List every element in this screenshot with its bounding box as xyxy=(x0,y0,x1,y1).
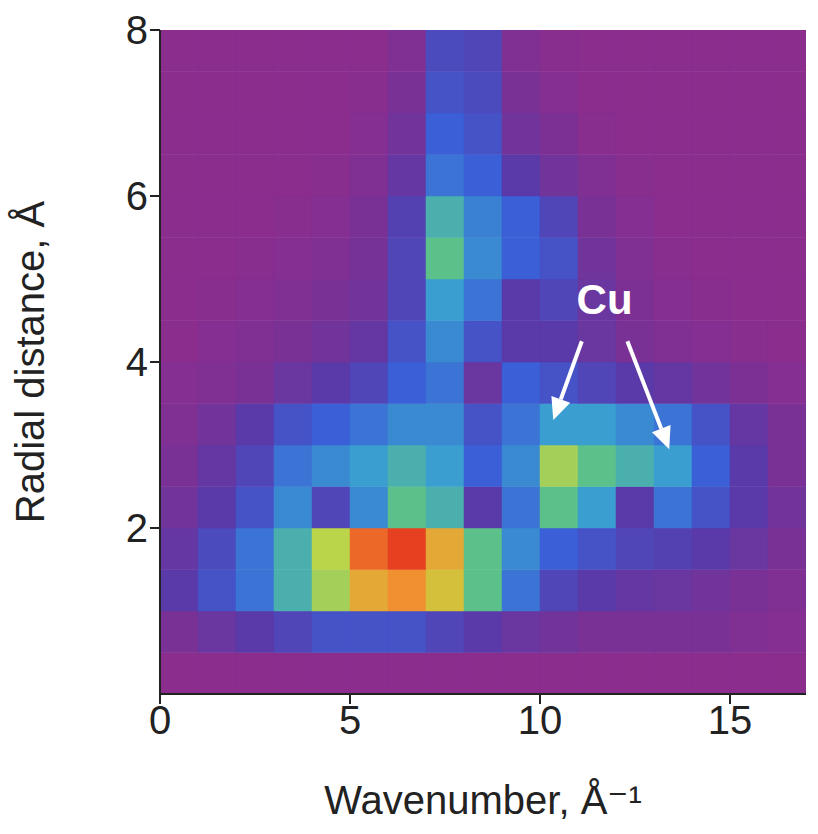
svg-text:10: 10 xyxy=(518,698,563,742)
svg-text:Wavenumber, Å⁻¹: Wavenumber, Å⁻¹ xyxy=(324,778,642,822)
svg-text:8: 8 xyxy=(126,8,148,52)
svg-text:Cu: Cu xyxy=(577,276,633,323)
svg-text:Radial distance, Å: Radial distance, Å xyxy=(8,200,52,523)
svg-text:2: 2 xyxy=(126,506,148,550)
svg-text:0: 0 xyxy=(149,698,171,742)
svg-text:5: 5 xyxy=(339,698,361,742)
svg-text:6: 6 xyxy=(126,174,148,218)
svg-text:15: 15 xyxy=(708,698,753,742)
svg-text:4: 4 xyxy=(126,340,148,384)
